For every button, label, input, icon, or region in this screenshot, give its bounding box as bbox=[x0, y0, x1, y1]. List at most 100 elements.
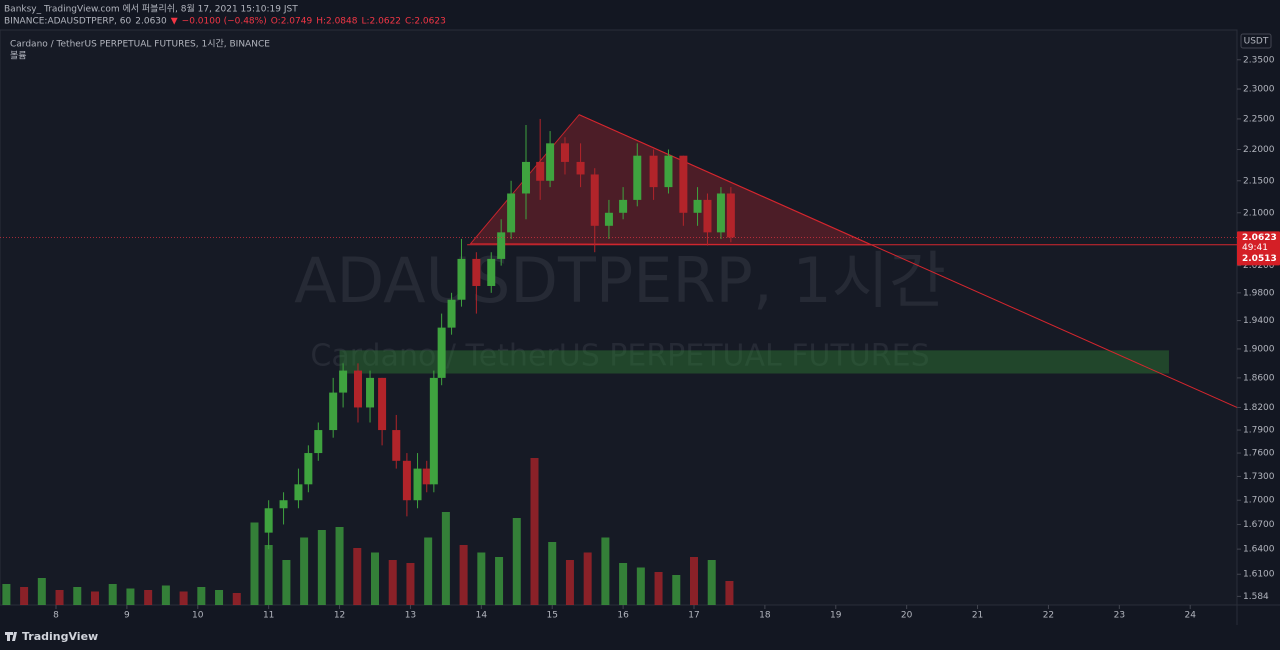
x-tick-label: 21 bbox=[972, 611, 983, 621]
candle-body bbox=[633, 155, 642, 200]
price-label-bg bbox=[1237, 231, 1280, 266]
y-tick-label: 1.7600 bbox=[1243, 449, 1275, 459]
candle-body bbox=[413, 468, 422, 501]
candle-body bbox=[447, 299, 456, 328]
logo: TradingView bbox=[22, 630, 98, 643]
x-tick-label: 13 bbox=[405, 611, 416, 621]
volume-bar bbox=[689, 557, 698, 605]
candle-body bbox=[314, 430, 323, 454]
candle-body bbox=[392, 430, 401, 461]
volume-bar bbox=[636, 567, 645, 605]
volume-bar bbox=[2, 584, 11, 605]
y-tick-label: 1.6400 bbox=[1243, 545, 1275, 555]
y-tick-label: 1.8600 bbox=[1243, 373, 1275, 383]
x-tick-label: 24 bbox=[1184, 611, 1196, 621]
volume-bar bbox=[179, 591, 188, 605]
quote-item: L:2.0622 bbox=[361, 17, 401, 27]
y-tick-label: 1.584 bbox=[1243, 592, 1269, 602]
candle-body bbox=[703, 199, 712, 233]
x-tick-label: 8 bbox=[53, 611, 59, 621]
candle-body bbox=[604, 212, 613, 226]
volume-bar bbox=[55, 590, 64, 605]
y-tick-label: 2.3000 bbox=[1243, 85, 1275, 95]
x-tick-label: 20 bbox=[901, 611, 913, 621]
y-tick-label: 2.2500 bbox=[1243, 114, 1275, 124]
candle-body bbox=[457, 258, 466, 300]
y-unit: USDT bbox=[1244, 37, 1269, 47]
volume-bar bbox=[73, 587, 82, 605]
y-tick-label: 1.6700 bbox=[1243, 520, 1275, 530]
y-tick-label: 2.0200 bbox=[1243, 261, 1275, 271]
x-tick-label: 17 bbox=[688, 611, 699, 621]
candle-body bbox=[264, 508, 273, 533]
publisher: Banksy_ TradingView.com 에서 퍼블리쉬, 8월 17, … bbox=[4, 3, 298, 15]
volume-bar bbox=[37, 578, 46, 605]
volume-bar bbox=[601, 537, 610, 605]
x-tick-label: 19 bbox=[830, 611, 842, 621]
volume-bar bbox=[477, 552, 486, 605]
y-tick-label: 2.3500 bbox=[1243, 55, 1275, 65]
volume-bar bbox=[353, 548, 362, 605]
volume-bar bbox=[90, 591, 99, 605]
volume-bar bbox=[459, 545, 468, 605]
candle-body bbox=[536, 161, 545, 181]
candle-body bbox=[353, 370, 362, 408]
volume-bar bbox=[725, 581, 734, 605]
volume-bar bbox=[583, 552, 592, 605]
candle-body bbox=[507, 193, 516, 233]
y-tick-label: 1.9800 bbox=[1243, 288, 1275, 298]
quote-item: BINANCE:ADAUSDTPERP, 60 bbox=[4, 17, 132, 27]
chart-title: Cardano / TetherUS PERPETUAL FUTURES, 1시… bbox=[10, 39, 270, 50]
x-tick-label: 12 bbox=[334, 611, 345, 621]
y-tick-label: 1.7300 bbox=[1243, 472, 1275, 482]
candle-body bbox=[402, 460, 411, 501]
candle-body bbox=[339, 370, 348, 393]
x-tick-label: 10 bbox=[192, 611, 204, 621]
candle-body bbox=[378, 377, 387, 431]
volume-bar bbox=[282, 560, 291, 605]
quote-item: H:2.0848 bbox=[316, 17, 358, 27]
x-tick-label: 11 bbox=[263, 611, 274, 621]
y-tick-label: 2.1000 bbox=[1243, 208, 1275, 218]
volume-bar bbox=[424, 537, 433, 605]
y-tick-label: 1.8200 bbox=[1243, 403, 1275, 413]
trend-line bbox=[578, 114, 1238, 408]
y-tick-label: 2.2000 bbox=[1243, 145, 1275, 155]
candle-body bbox=[546, 143, 555, 181]
volume-bar bbox=[619, 563, 628, 605]
volume-bar bbox=[370, 552, 379, 605]
x-tick-label: 14 bbox=[476, 611, 488, 621]
volume-bar bbox=[388, 560, 397, 605]
candle-body bbox=[294, 484, 303, 501]
volume-bar bbox=[20, 587, 29, 605]
volume-bar bbox=[512, 518, 521, 605]
x-tick-label: 23 bbox=[1114, 611, 1125, 621]
candle-body bbox=[487, 258, 496, 286]
countdown: 49:41 bbox=[1242, 243, 1268, 253]
candle-body bbox=[304, 453, 313, 485]
quote-item: −0.0100 (−0.48%) bbox=[182, 17, 267, 27]
volume-bar bbox=[654, 572, 663, 605]
candle-body bbox=[664, 155, 673, 188]
volume-bar bbox=[317, 530, 326, 605]
quote-item: 2.0630 bbox=[135, 17, 167, 27]
candle-body bbox=[726, 193, 735, 238]
volume-bar bbox=[441, 512, 450, 605]
volume-bar bbox=[250, 522, 259, 605]
volume-bar bbox=[548, 542, 557, 605]
candle-body bbox=[329, 392, 338, 431]
y-tick-label: 1.9400 bbox=[1243, 316, 1275, 326]
watermark-sub: Cardano / TetherUS PERPETUAL FUTURES bbox=[310, 339, 929, 374]
candle-body bbox=[497, 232, 506, 259]
candle-body bbox=[366, 377, 375, 408]
volume-bar bbox=[161, 585, 170, 605]
volume-bar bbox=[108, 584, 117, 605]
quote-item: ▼ bbox=[171, 17, 178, 27]
y-tick-label: 1.9000 bbox=[1243, 344, 1275, 354]
volume-bar bbox=[215, 590, 224, 605]
x-tick-label: 16 bbox=[617, 611, 629, 621]
volume-bar bbox=[335, 527, 344, 605]
quote-item: O:2.0749 bbox=[271, 17, 313, 27]
y-tick-label: 2.1500 bbox=[1243, 176, 1275, 186]
